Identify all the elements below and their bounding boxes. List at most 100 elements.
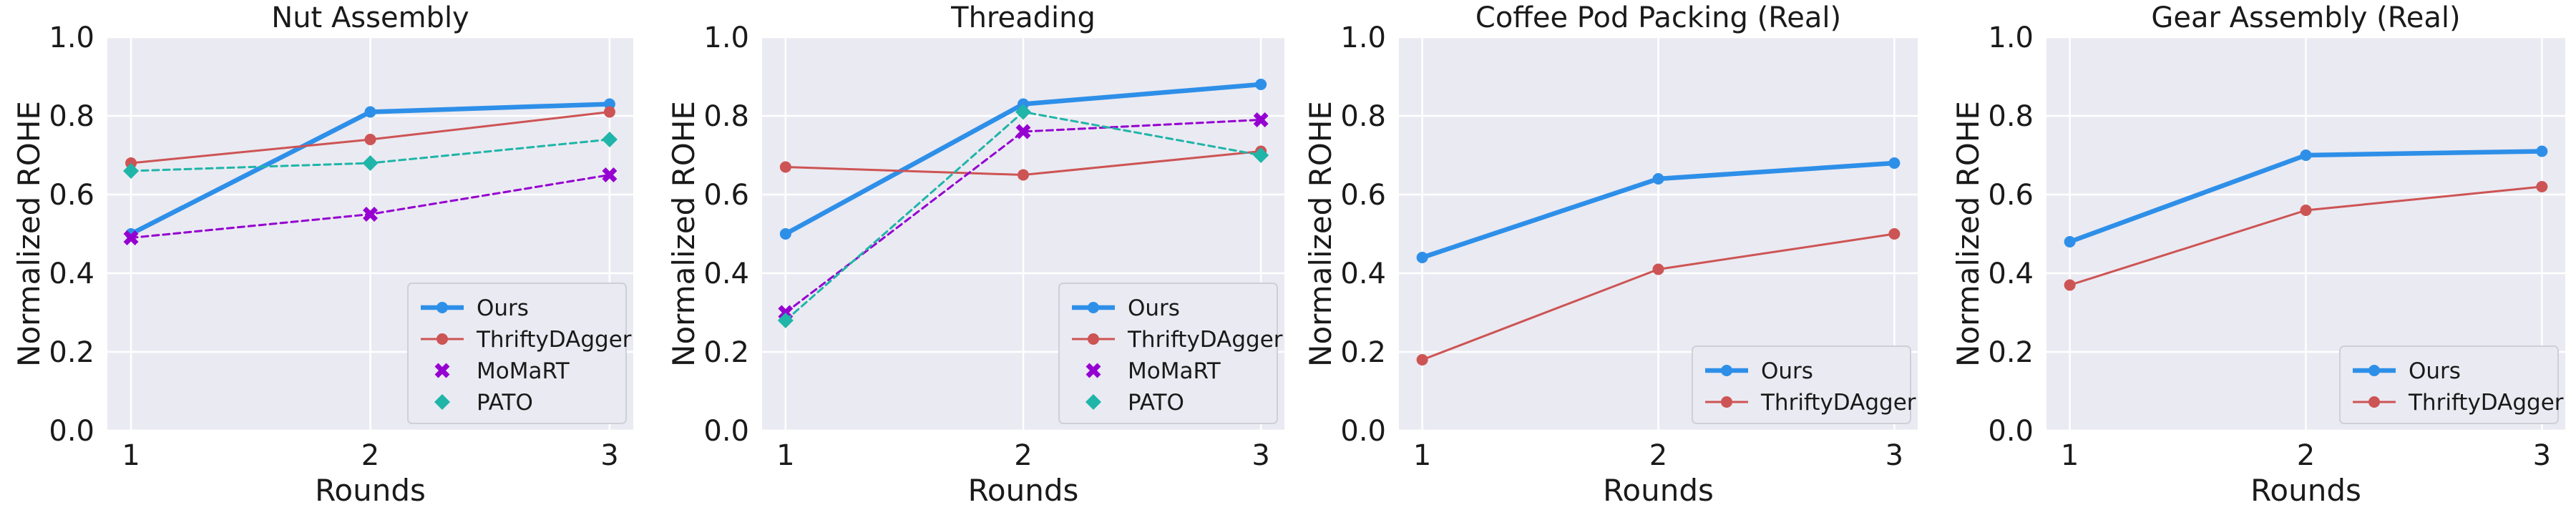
series-momart	[123, 167, 618, 245]
data-point	[123, 163, 140, 179]
series-thriftydagger	[2064, 181, 2548, 291]
legend-label: ThriftyDAgger	[1127, 327, 1283, 353]
y-tick-label: 0.4	[1988, 258, 2034, 290]
legend: Ours ThriftyDAgger	[1692, 345, 1916, 424]
data-point	[362, 155, 379, 171]
y-tick-label: 0.6	[1340, 179, 1386, 212]
series-line	[784, 119, 1262, 314]
y-tick-label: 0.8	[1988, 100, 2034, 133]
y-axis-label: Normalized ROHE	[1951, 101, 1986, 367]
x-tick-label: 3	[1252, 439, 1269, 472]
y-tick-label: 1.0	[703, 21, 749, 54]
data-point	[1652, 263, 1664, 275]
y-tick-label: 0.0	[49, 415, 94, 448]
series-pato	[777, 104, 1269, 328]
y-tick-label: 0.2	[49, 336, 94, 369]
series-ours	[2064, 145, 2548, 247]
y-tick-label: 1.0	[1340, 21, 1386, 54]
legend-swatch-marker	[436, 333, 448, 345]
x-tick-label: 1	[1413, 439, 1431, 472]
data-point	[1015, 104, 1031, 120]
y-tick-label: 0.8	[1340, 100, 1386, 133]
legend-box	[2339, 345, 2559, 424]
data-point	[1018, 169, 1029, 181]
y-axis-label: Normalized ROHE	[11, 101, 47, 367]
legend-swatch-marker	[1721, 396, 1732, 408]
legend-swatch-marker	[1088, 302, 1099, 313]
data-point	[2536, 181, 2548, 192]
series-ours	[125, 98, 615, 240]
y-tick-label: 1.0	[49, 21, 94, 54]
data-point	[1416, 252, 1428, 263]
legend-swatch-marker	[1088, 333, 1099, 345]
legend-label: ThriftyDAgger	[476, 327, 632, 353]
x-tick-label: 3	[1885, 439, 1903, 472]
x-tick-label: 2	[2297, 439, 2315, 472]
y-tick-label: 0.8	[49, 100, 94, 133]
data-point	[1253, 112, 1269, 127]
y-tick-label: 0.6	[49, 179, 94, 212]
x-axis-label: Rounds	[1603, 473, 1714, 508]
legend-label: PATO	[477, 390, 533, 416]
data-point	[1253, 147, 1269, 163]
legend-swatch-marker	[1085, 394, 1101, 410]
chart-panel-1: 0.0 0.2 0.4 0.6 0.8 1.0 1 2 3 Nut Assembly Rounds N…	[11, 1, 633, 508]
legend: Ours ThriftyDAgger	[2339, 345, 2564, 424]
legend-label: Ours	[1128, 295, 1180, 321]
data-point	[2300, 205, 2312, 216]
y-tick-label: 0.2	[703, 336, 749, 369]
chart-panel-3: 0.0 0.2 0.4 0.6 0.8 1.0 1 2 3 Coffee Pod Packing …	[1303, 1, 1918, 508]
y-axis-label: Normalized ROHE	[1303, 101, 1338, 367]
legend-label: ThriftyDAgger	[2408, 390, 2564, 416]
data-point	[2064, 236, 2076, 247]
chart-title: Nut Assembly	[271, 1, 469, 34]
data-point	[364, 134, 376, 145]
data-point	[1652, 173, 1664, 185]
data-point	[1888, 157, 1901, 169]
x-tick-label: 2	[1649, 439, 1667, 472]
legend-label: ThriftyDAgger	[1760, 390, 1916, 416]
x-tick-label: 1	[122, 439, 140, 472]
data-point	[603, 106, 615, 118]
data-point	[2064, 279, 2076, 291]
data-point	[1015, 124, 1031, 139]
y-tick-label: 0.8	[703, 100, 749, 133]
data-point	[1888, 228, 1901, 240]
x-tick-label: 3	[2533, 439, 2551, 472]
legend-swatch-marker	[1721, 365, 1732, 376]
y-tick-label: 0.6	[1988, 179, 2034, 212]
y-tick-label: 0.2	[1340, 336, 1386, 369]
data-point	[2300, 149, 2312, 161]
chart-panel-4: 0.0 0.2 0.4 0.6 0.8 1.0 1 2 3 Gear Assembly (Real…	[1951, 1, 2565, 508]
data-point	[123, 230, 139, 245]
legend-swatch-marker	[434, 363, 450, 378]
data-point	[363, 207, 378, 222]
data-point	[602, 167, 618, 182]
x-tick-label: 3	[600, 439, 618, 472]
data-point	[1416, 354, 1428, 366]
legend-label: PATO	[1128, 390, 1184, 416]
y-tick-label: 1.0	[1988, 21, 2034, 54]
y-tick-label: 0.6	[703, 179, 749, 212]
data-point	[779, 161, 791, 173]
data-point	[364, 106, 376, 118]
data-point	[779, 228, 791, 240]
series-ours	[1416, 157, 1901, 263]
y-axis-label: Normalized ROHE	[666, 101, 701, 367]
legend-swatch-marker	[436, 302, 448, 313]
x-tick-label: 1	[776, 439, 794, 472]
x-axis-label: Rounds	[968, 473, 1079, 508]
series-pato	[123, 132, 618, 179]
data-point	[603, 98, 615, 110]
legend-box	[1058, 283, 1278, 424]
chart-title: Coffee Pod Packing (Real)	[1475, 1, 1841, 34]
x-tick-label: 2	[361, 439, 379, 472]
legend-swatch-marker	[434, 394, 450, 410]
legend-box	[407, 283, 627, 424]
legend-swatch-marker	[2368, 365, 2380, 376]
data-point	[601, 132, 618, 147]
legend-label: Ours	[477, 295, 529, 321]
x-tick-label: 2	[1014, 439, 1032, 472]
series-thriftydagger	[1416, 228, 1901, 366]
